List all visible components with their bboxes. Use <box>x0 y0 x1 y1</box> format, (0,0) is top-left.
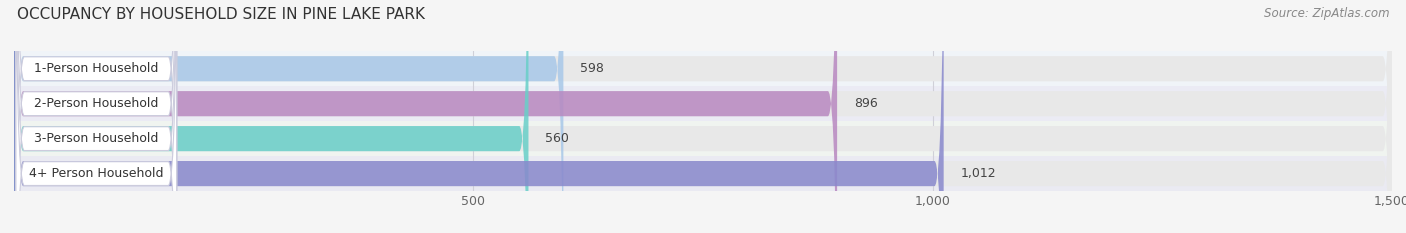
FancyBboxPatch shape <box>14 0 1392 233</box>
Text: 1-Person Household: 1-Person Household <box>34 62 159 75</box>
FancyBboxPatch shape <box>14 0 943 233</box>
FancyBboxPatch shape <box>14 0 1392 233</box>
Text: OCCUPANCY BY HOUSEHOLD SIZE IN PINE LAKE PARK: OCCUPANCY BY HOUSEHOLD SIZE IN PINE LAKE… <box>17 7 425 22</box>
FancyBboxPatch shape <box>15 0 177 233</box>
FancyBboxPatch shape <box>14 0 564 233</box>
FancyBboxPatch shape <box>14 156 1392 191</box>
FancyBboxPatch shape <box>14 51 1392 86</box>
Text: 598: 598 <box>579 62 603 75</box>
Text: Source: ZipAtlas.com: Source: ZipAtlas.com <box>1264 7 1389 20</box>
Text: 2-Person Household: 2-Person Household <box>34 97 159 110</box>
FancyBboxPatch shape <box>15 0 177 233</box>
Text: 560: 560 <box>546 132 569 145</box>
FancyBboxPatch shape <box>14 121 1392 156</box>
Text: 896: 896 <box>853 97 877 110</box>
FancyBboxPatch shape <box>15 0 177 233</box>
FancyBboxPatch shape <box>14 86 1392 121</box>
Text: 3-Person Household: 3-Person Household <box>34 132 159 145</box>
FancyBboxPatch shape <box>14 0 1392 233</box>
Text: 1,012: 1,012 <box>960 167 995 180</box>
FancyBboxPatch shape <box>14 0 1392 233</box>
FancyBboxPatch shape <box>14 0 837 233</box>
FancyBboxPatch shape <box>14 0 529 233</box>
Text: 4+ Person Household: 4+ Person Household <box>30 167 163 180</box>
FancyBboxPatch shape <box>15 0 177 233</box>
